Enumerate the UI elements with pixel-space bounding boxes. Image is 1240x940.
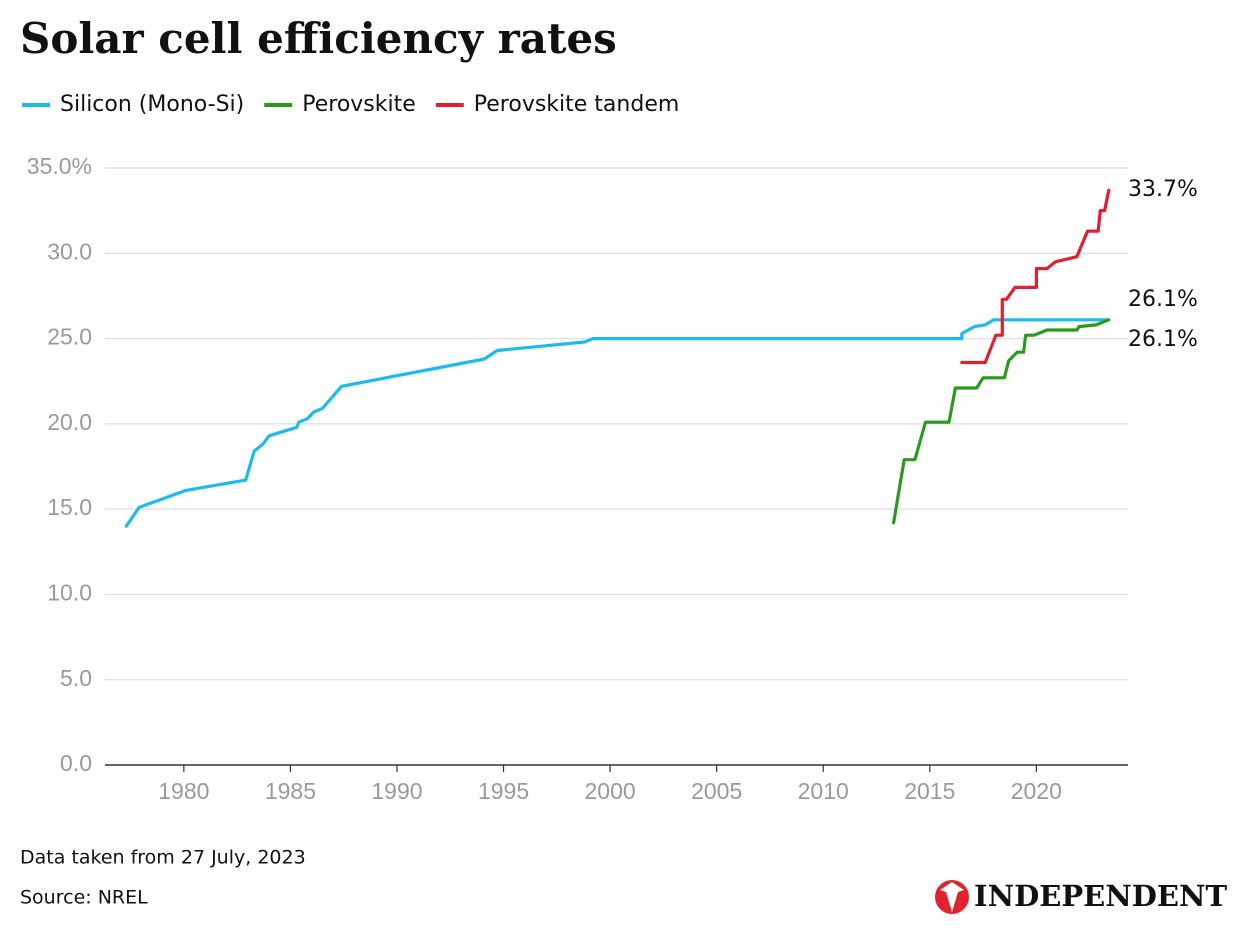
- note: Data taken from 27 July, 2023: [20, 847, 306, 869]
- x-tick-label: 1980: [158, 778, 209, 804]
- y-tick-label: 0.0: [60, 750, 92, 776]
- legend-label: Perovskite: [302, 92, 416, 117]
- end-label: 26.1%: [1128, 327, 1198, 352]
- legend-label: Silicon (Mono-Si): [60, 92, 244, 117]
- y-tick-label: 35.0%: [27, 153, 92, 179]
- x-tick-label: 2005: [691, 778, 742, 804]
- x-tick-label: 2010: [798, 778, 849, 804]
- y-tick-label: 5.0: [60, 665, 92, 691]
- x-tick-label: 2000: [585, 778, 636, 804]
- x-tick-label: 2015: [904, 778, 955, 804]
- series-line: [124, 318, 1109, 528]
- y-tick-label: 30.0: [47, 238, 92, 264]
- x-tick-label: 1990: [371, 778, 422, 804]
- y-tick-label: 20.0: [47, 409, 92, 435]
- x-tick-label: 1995: [478, 778, 529, 804]
- x-tick-label: 1985: [265, 778, 316, 804]
- source: Source: NREL: [20, 887, 148, 909]
- y-tick-label: 25.0: [47, 324, 92, 350]
- series-line: [892, 318, 1111, 525]
- brand-logo: INDEPENDENT: [935, 879, 1228, 914]
- brand-eagle: [940, 882, 964, 912]
- end-label: 26.1%: [1128, 287, 1198, 312]
- series-line: [960, 188, 1111, 365]
- end-label: 33.7%: [1128, 177, 1198, 202]
- x-tick-label: 2020: [1011, 778, 1062, 804]
- brand: INDEPENDENT: [974, 879, 1228, 913]
- chart-title: Solar cell efficiency rates: [20, 14, 617, 63]
- y-tick-label: 10.0: [47, 580, 92, 606]
- y-tick-label: 15.0: [47, 494, 92, 520]
- legend-label: Perovskite tandem: [474, 92, 680, 117]
